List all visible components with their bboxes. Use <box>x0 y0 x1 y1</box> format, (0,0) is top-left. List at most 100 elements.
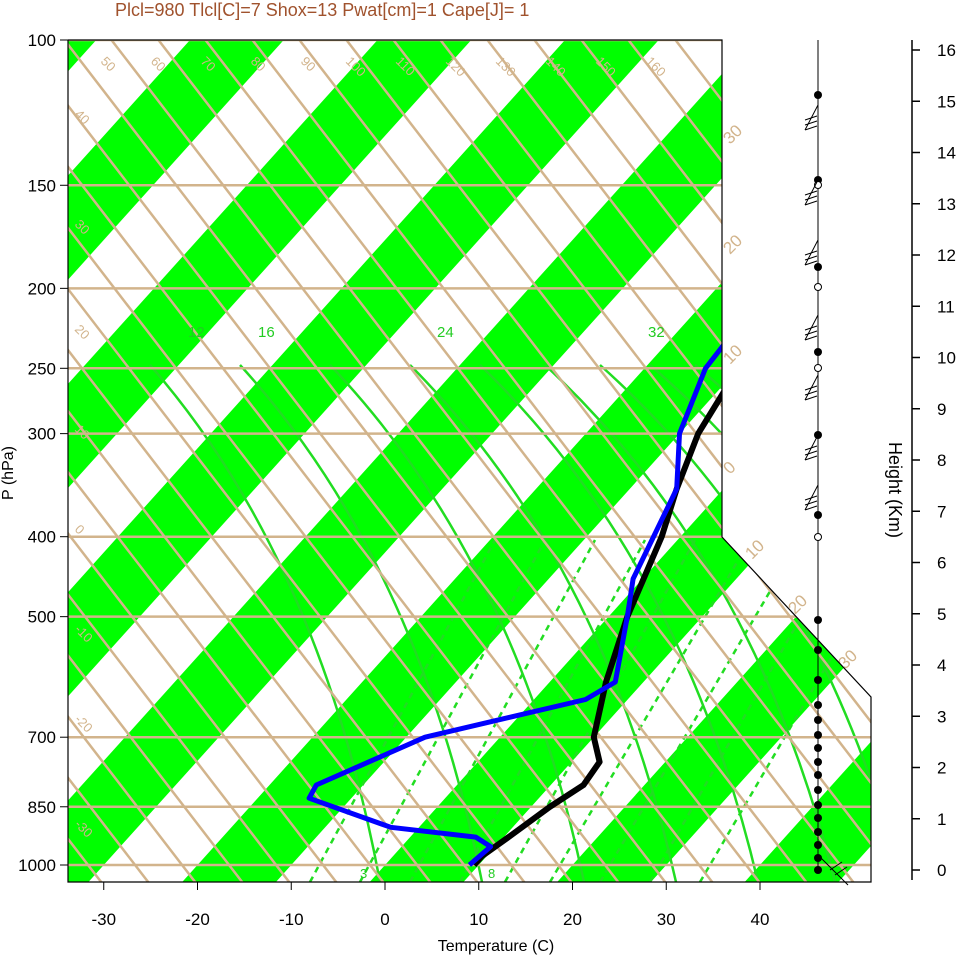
y-tick-label: 150 <box>28 176 56 195</box>
wind-dot <box>814 348 822 356</box>
mixing-ratio-line <box>548 539 752 882</box>
isotherm-label: 40 <box>72 107 93 128</box>
moist-adiabat <box>479 364 760 882</box>
isotherm-label: 20 <box>72 322 93 343</box>
x-tick-label: 30 <box>657 910 676 929</box>
y-tick-label: 850 <box>28 798 56 817</box>
dry-adiabat <box>354 40 871 882</box>
wind-dot <box>814 841 822 849</box>
dry-adiabat <box>68 40 727 882</box>
wind-dot <box>814 786 822 794</box>
isotherm-label: -20 <box>72 712 96 736</box>
isotherm-band <box>68 40 506 882</box>
height-tick-label: 14 <box>937 144 956 163</box>
wind-dot <box>814 646 822 654</box>
dry-adiabat <box>68 40 351 882</box>
dry-adiabat <box>68 40 398 882</box>
mixing-ratio-line <box>408 539 597 882</box>
height-tick-label: 6 <box>937 554 946 573</box>
wind-barb <box>804 179 819 206</box>
height-tick-label: 3 <box>937 707 946 726</box>
mixing-ratio-label: 8 <box>488 866 495 881</box>
x-tick-label: -10 <box>279 910 304 929</box>
wind-dot <box>814 701 822 709</box>
dry-adiabat <box>542 40 871 882</box>
moist-adiabat <box>329 364 586 882</box>
wind-dot <box>814 716 822 724</box>
x-tick-label: 20 <box>563 910 582 929</box>
height-tick-label: 0 <box>937 861 946 880</box>
x-axis-label: Temperature (C) <box>438 938 554 955</box>
height-tick-label: 11 <box>937 297 955 316</box>
isotherm-bands <box>68 40 871 882</box>
wind-dot <box>814 866 822 874</box>
chart-title: Plcl=980 Tlcl[C]=7 Shox=13 Pwat[cm]=1 Ca… <box>115 0 529 20</box>
y-axis-label: P (hPa) <box>0 446 17 500</box>
dry-adiabat <box>68 40 445 882</box>
dry-adiabat-label: 50 <box>98 54 119 75</box>
dry-adiabat-label: 90 <box>298 54 319 75</box>
wind-dot <box>814 771 822 779</box>
isotherm-label-right: 30 <box>719 121 746 148</box>
isotherm-band <box>541 40 871 882</box>
wind-barb <box>804 314 819 341</box>
mixing-ratio-line <box>598 539 802 882</box>
dry-adiabat <box>730 40 871 882</box>
y-tick-label: 100 <box>28 31 56 50</box>
mixing-ratio-line <box>308 539 497 882</box>
isotherm-label-right: 10 <box>719 341 746 368</box>
pressure-axis: 100 150 200 250 300 400 500 700 850 1000 <box>18 31 68 875</box>
moist-adiabat <box>149 364 382 882</box>
mixing-ratio-line <box>358 539 547 882</box>
wind-barb <box>804 374 819 401</box>
dry-adiabat <box>213 40 871 882</box>
dry-adiabat <box>119 40 821 882</box>
dry-adiabat <box>260 40 871 882</box>
x-tick-label: 40 <box>751 910 770 929</box>
dry-adiabat <box>307 40 871 882</box>
wind-barb <box>817 854 849 886</box>
dry-adiabat <box>166 40 868 882</box>
wind-barb <box>804 239 819 266</box>
mixing-ratio-label: 3 <box>360 866 367 881</box>
temperature-trace <box>471 71 871 867</box>
wind-dot <box>814 854 822 862</box>
x-tick-label: -30 <box>91 910 116 929</box>
wind-open-dot <box>814 283 822 291</box>
wind-dot <box>814 758 822 766</box>
height-tick-label: 12 <box>937 246 956 265</box>
isotherm-band <box>68 40 693 882</box>
isotherm-label: 0 <box>72 522 88 538</box>
dry-adiabat <box>68 40 257 882</box>
dry-adiabat <box>68 40 492 882</box>
wind-dot <box>814 814 822 822</box>
wind-dot <box>814 731 822 739</box>
isotherm-label-right: 20 <box>719 231 746 258</box>
wind-barb <box>804 484 819 511</box>
moist-adiabat-label: 32 <box>648 324 665 341</box>
height-tick-label: 13 <box>937 195 956 214</box>
wind-barb <box>804 104 819 131</box>
isotherm-label-right: 10 <box>741 536 768 563</box>
y-tick-label: 500 <box>28 608 56 627</box>
wind-barb <box>804 434 819 461</box>
temperature-axis: -30 -20 -10 0 10 20 30 40 <box>91 882 769 929</box>
isotherm-band <box>68 40 871 882</box>
isobars <box>68 40 871 867</box>
wind-profile <box>804 40 849 886</box>
wind-dot <box>814 744 822 752</box>
dry-adiabat-label: 160 <box>643 54 669 80</box>
wind-dot <box>814 263 822 271</box>
moist-adiabat-label: 16 <box>258 324 275 341</box>
dry-adiabat <box>589 40 871 882</box>
mixing-ratio-line <box>458 539 647 882</box>
height-tick-label: 5 <box>937 605 946 624</box>
x-tick-label: 0 <box>380 910 389 929</box>
dry-adiabat <box>68 40 586 882</box>
moist-adiabat-label: 24 <box>437 324 454 341</box>
y-tick-label: 300 <box>28 425 56 444</box>
dry-adiabat <box>72 40 774 882</box>
wind-open-dot <box>814 533 822 541</box>
height-tick-label: 9 <box>937 400 946 419</box>
